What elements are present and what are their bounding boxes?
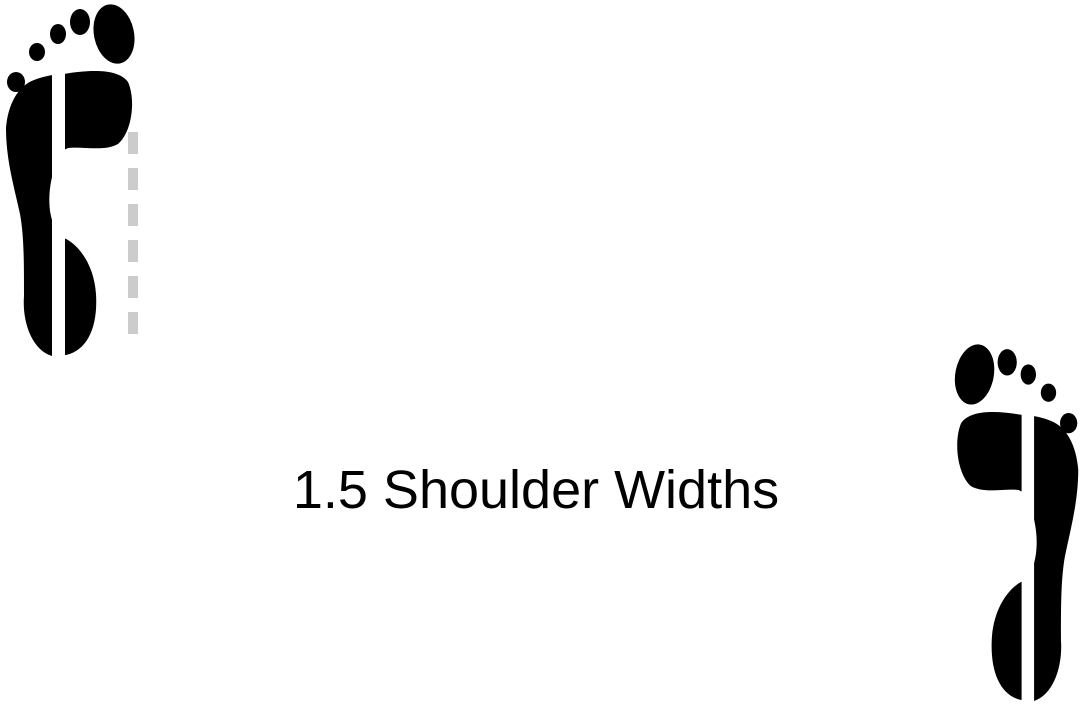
right-foot-sole: [957, 412, 1079, 701]
right-footprint-icon: [954, 344, 1079, 705]
left-foot-sole: [6, 71, 133, 356]
right-foot-toes: [954, 344, 1078, 434]
right-foot-arch: [1022, 490, 1037, 584]
stance-caption: 1.5 Shoulder Widths: [292, 460, 780, 520]
left-footprint-icon: [6, 4, 138, 360]
left-foot-toes: [7, 4, 135, 92]
left-foot-arch: [49, 148, 64, 240]
